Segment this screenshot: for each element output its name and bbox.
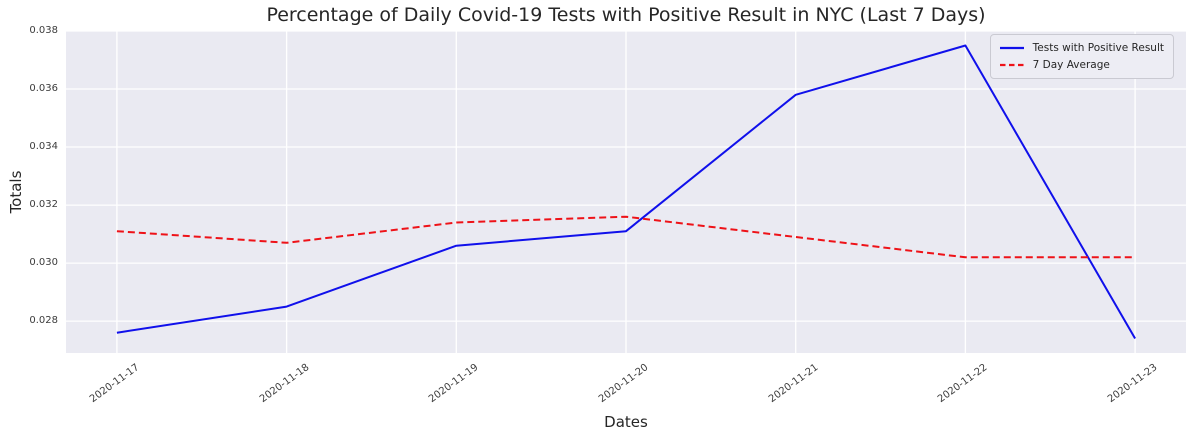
legend-line-solid-icon [999, 46, 1024, 49]
x-axis-label: Dates [604, 413, 648, 431]
y-tick-label: 0.038 [29, 25, 58, 36]
x-tick-label: 2020-11-23 [1106, 362, 1160, 406]
y-tick-label: 0.032 [29, 199, 58, 211]
legend-label: 7 Day Average [1032, 58, 1110, 71]
legend-item-7-day-average: 7 Day Average [998, 56, 1164, 73]
x-tick-label: 2020-11-22 [936, 362, 990, 406]
x-tick-label: 2020-11-19 [427, 362, 481, 406]
y-tick-label: 0.028 [29, 315, 58, 327]
x-tick-label: 2020-11-18 [257, 362, 312, 406]
y-tick-label: 0.034 [29, 141, 58, 153]
x-tick-label: 2020-11-17 [87, 362, 142, 406]
series-line [116, 44, 1136, 340]
chart-title: Percentage of Daily Covid-19 Tests with … [266, 4, 986, 26]
y-tick-label: 0.036 [29, 83, 58, 95]
legend-line-dashed-icon [999, 63, 1024, 66]
series-line [116, 215, 1136, 259]
y-tick-label: 0.030 [29, 257, 58, 269]
legend: Tests with Positive Result 7 Day Average [989, 34, 1174, 79]
x-tick-label: 2020-11-20 [596, 362, 651, 406]
legend-item-positive-result: Tests with Positive Result [998, 39, 1164, 56]
legend-label: Tests with Positive Result [1032, 41, 1164, 54]
plot-area: Tests with Positive Result 7 Day Average [66, 31, 1186, 353]
x-tick-label: 2020-11-21 [766, 362, 821, 406]
line-chart-canvas [66, 31, 1186, 353]
